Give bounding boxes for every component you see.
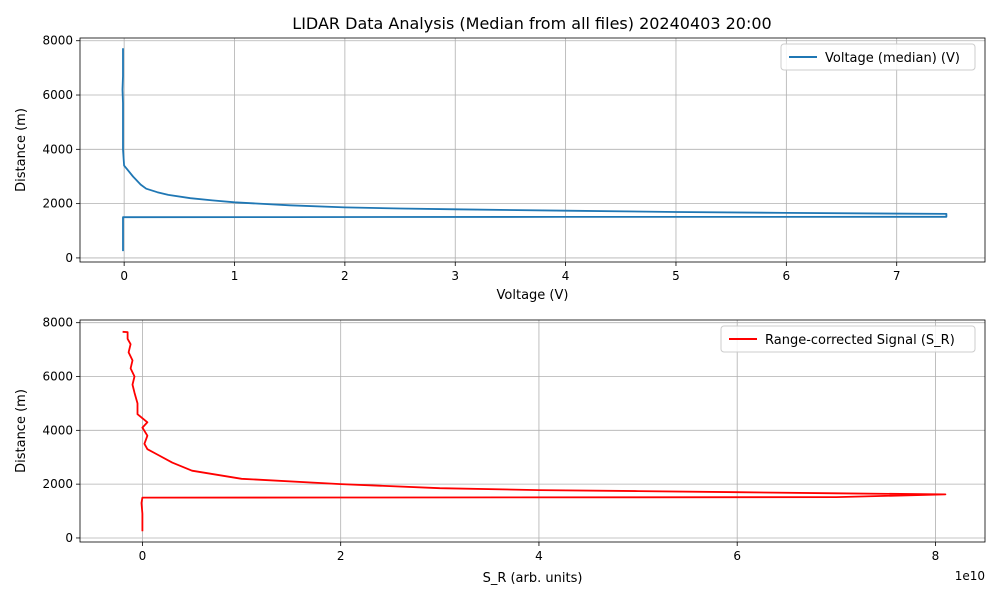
legend-label: Voltage (median) (V): [825, 51, 960, 66]
legend-label: Range-corrected Signal (S_R): [765, 333, 955, 348]
x-tick-label: 4: [535, 549, 543, 563]
y-axis-label: Distance (m): [14, 108, 29, 192]
y-tick-label: 4000: [42, 142, 73, 156]
y-axis-label: Distance (m): [14, 389, 29, 473]
y-tick-label: 4000: [42, 423, 73, 437]
legend: Voltage (median) (V): [780, 43, 976, 71]
figure-title: LIDAR Data Analysis (Median from all fil…: [292, 14, 771, 33]
y-tick-label: 2000: [42, 197, 73, 211]
x-axis-offset-label: 1e10: [955, 569, 985, 583]
y-tick-label: 2000: [42, 477, 73, 491]
x-axis-label: Voltage (V): [497, 288, 569, 303]
x-tick-label: 3: [451, 269, 459, 283]
x-tick-label: 6: [733, 549, 741, 563]
y-tick-label: 8000: [42, 316, 73, 330]
x-tick-label: 7: [893, 269, 901, 283]
x-tick-label: 4: [562, 269, 570, 283]
signal-chart-panel: 0 2 4 6 8 0 2000 4000 6000 8000 S_R (arb. units) Di…: [14, 316, 986, 586]
legend-box: [780, 43, 976, 71]
axes-frame: [79, 319, 986, 543]
axes-frame: [79, 37, 986, 263]
y-tick-label: 6000: [42, 88, 73, 102]
x-tick-label: 2: [341, 269, 349, 283]
legend-box: [720, 325, 976, 353]
series-line-0: [121, 48, 948, 252]
x-tick-label: 0: [120, 269, 128, 283]
x-tick-label: 8: [932, 549, 940, 563]
y-tick-label: 0: [65, 531, 73, 545]
y-tick-label: 8000: [42, 34, 73, 48]
x-tick-label: 1: [231, 269, 239, 283]
y-tick-label: 0: [65, 251, 73, 265]
x-tick-label: 6: [783, 269, 791, 283]
voltage-chart-panel: 0 1 2 3 4 5 6 7 0 2000 4000 6000 8000 Voltage (V) Dist…: [14, 34, 986, 303]
y-tick-label: 6000: [42, 370, 73, 384]
x-tick-label: 2: [337, 549, 345, 563]
x-tick-label: 0: [139, 549, 147, 563]
series-line-0: [122, 330, 947, 532]
x-axis-label: S_R (arb. units): [483, 571, 583, 586]
x-tick-label: 5: [672, 269, 680, 283]
legend: Range-corrected Signal (S_R): [720, 325, 976, 353]
